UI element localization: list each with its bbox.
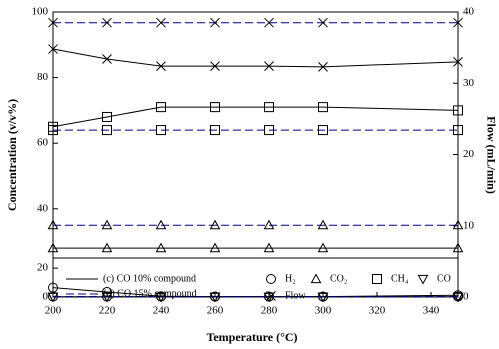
x-axis-title: Temperature (°C) <box>206 330 297 344</box>
marker <box>48 125 58 136</box>
series-line <box>52 106 459 128</box>
y-tick-label: 60 <box>37 137 49 149</box>
series-line <box>52 48 459 68</box>
legend-marker <box>372 274 382 284</box>
x-tick-label: 300 <box>315 305 332 317</box>
y-tick-label: 100 <box>32 6 49 18</box>
marker <box>453 57 463 67</box>
marker <box>48 44 58 54</box>
marker <box>101 219 113 230</box>
y-tick-label: 80 <box>37 71 49 83</box>
marker <box>318 102 328 113</box>
marker <box>209 242 221 253</box>
marker <box>155 219 167 230</box>
x-tick-label: 200 <box>45 305 62 317</box>
legend-label: CH₄ <box>391 273 409 284</box>
marker <box>210 102 220 113</box>
marker <box>156 125 166 136</box>
legend-marker <box>417 274 429 285</box>
marker <box>318 125 328 136</box>
marker <box>47 292 59 303</box>
x-tick-label: 240 <box>153 305 170 317</box>
marker <box>318 17 328 28</box>
marker <box>101 292 113 303</box>
legend-label: Flow <box>285 290 306 301</box>
marker <box>209 219 221 230</box>
legend-marker <box>310 273 322 284</box>
marker <box>264 125 274 136</box>
marker <box>102 111 112 122</box>
x-tick-label: 260 <box>207 305 224 317</box>
marker <box>47 242 59 253</box>
marker <box>317 242 329 253</box>
marker <box>318 62 328 72</box>
marker <box>263 242 275 253</box>
x-tick-label: 320 <box>369 305 386 317</box>
marker <box>156 102 166 113</box>
legend-label: CO <box>437 273 451 284</box>
y2-tick-label: 40 <box>463 6 475 18</box>
y2-tick-label: 30 <box>463 77 475 89</box>
x-tick-label: 280 <box>261 305 278 317</box>
legend-label: (d) CO 15% compound <box>103 288 197 299</box>
marker <box>452 219 464 230</box>
marker <box>209 292 221 303</box>
legend-marker <box>266 274 276 284</box>
marker <box>453 125 463 136</box>
y2-axis-title: Flow (mL/min) <box>484 116 498 194</box>
marker <box>317 292 329 303</box>
marker <box>264 102 274 113</box>
marker <box>210 125 220 136</box>
legend-label: (c) CO 10% compound <box>103 273 196 284</box>
y2-tick-label: 0 <box>463 291 469 303</box>
marker <box>317 219 329 230</box>
marker <box>102 54 112 64</box>
y2-tick-label: 20 <box>463 148 475 160</box>
legend-marker <box>266 291 276 301</box>
marker <box>47 219 59 230</box>
marker <box>48 17 58 28</box>
marker <box>101 242 113 253</box>
marker <box>452 242 464 253</box>
marker <box>210 17 220 28</box>
x-tick-label: 340 <box>423 305 440 317</box>
y-tick-label: 0 <box>43 291 49 303</box>
marker <box>452 292 464 303</box>
legend-label: CO₂ <box>330 273 347 284</box>
y-axis-title: Concentration (v/v%) <box>5 99 19 211</box>
x-tick-label: 220 <box>99 305 116 317</box>
marker <box>102 17 112 28</box>
y2-tick-label: 10 <box>463 219 475 231</box>
marker <box>263 219 275 230</box>
marker <box>264 61 274 72</box>
marker <box>263 292 275 303</box>
marker <box>102 125 112 136</box>
marker <box>155 292 167 303</box>
legend-label: H₂ <box>285 273 296 284</box>
plot-frame <box>52 11 459 298</box>
marker <box>453 17 463 28</box>
marker <box>155 242 167 253</box>
marker <box>453 105 463 116</box>
y-tick-label: 40 <box>37 202 49 214</box>
marker <box>156 17 166 28</box>
marker <box>264 17 274 28</box>
marker <box>156 61 166 72</box>
y-tick-label: 20 <box>37 262 49 274</box>
marker <box>210 61 220 72</box>
